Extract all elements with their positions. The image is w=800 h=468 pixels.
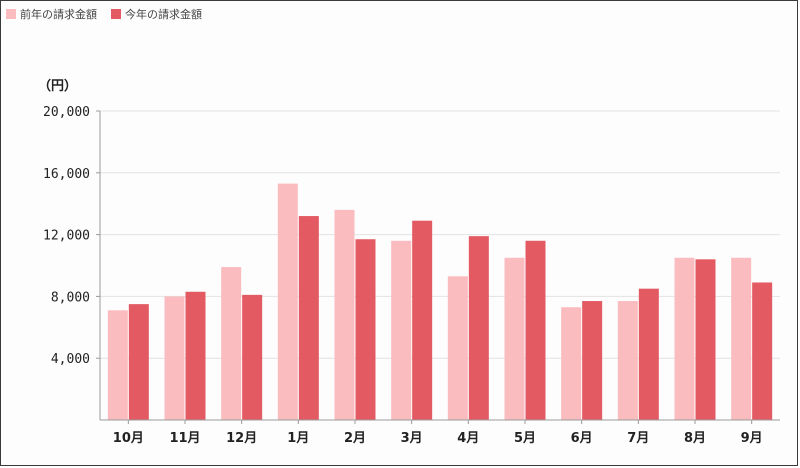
- x-tick-label: 5月: [514, 431, 536, 446]
- bar-previous-year: [561, 307, 582, 420]
- bar-current-year: [242, 294, 263, 420]
- x-tick-label: 1月: [287, 431, 309, 446]
- gridlines: [100, 110, 780, 359]
- bar-current-year: [752, 282, 773, 420]
- legend-swatch-current-year: [111, 9, 121, 19]
- legend-item-current-year: 今年の請求金額: [111, 6, 202, 22]
- x-tick-label: 11月: [169, 431, 200, 446]
- legend-item-previous-year: 前年の請求金額: [6, 6, 97, 22]
- x-tick-labels: 10月 11月 12月 1月 2月 3月 4月 5月 6月 7月 8月 9月: [113, 431, 763, 446]
- bar-previous-year: [617, 301, 638, 420]
- x-tick-label: 2月: [344, 431, 366, 446]
- x-tick-label: 3月: [401, 431, 423, 446]
- bar-previous-year: [504, 257, 525, 420]
- y-tick-label: 16,000: [43, 167, 90, 182]
- y-unit-label: （円）: [38, 78, 77, 94]
- x-tick-label: 4月: [457, 431, 479, 446]
- bar-previous-year: [107, 310, 128, 420]
- bar-current-year: [638, 288, 659, 420]
- legend: 前年の請求金額 今年の請求金額: [6, 6, 202, 22]
- bar-current-year: [298, 216, 319, 420]
- bar-current-year: [468, 236, 489, 420]
- bar-current-year: [355, 239, 376, 420]
- bar-previous-year: [164, 296, 185, 420]
- bar-previous-year: [674, 257, 695, 420]
- bar-current-year: [582, 301, 603, 420]
- y-tick-label: 20,000: [43, 105, 90, 120]
- bar-previous-year: [391, 240, 412, 420]
- bar-previous-year: [447, 276, 468, 420]
- x-tick-label: 7月: [627, 431, 649, 446]
- legend-label-previous-year: 前年の請求金額: [20, 8, 97, 21]
- bar-previous-year: [221, 267, 242, 420]
- legend-swatch-previous-year: [6, 9, 16, 19]
- y-tick-label: 12,000: [43, 229, 90, 244]
- axes: [96, 110, 780, 424]
- bar-current-year: [412, 220, 433, 420]
- x-tick-label: 9月: [741, 431, 763, 446]
- bars: [107, 183, 773, 420]
- y-tick-labels: 4,000 8,000 12,000 16,000 20,000: [43, 105, 90, 367]
- y-tick-label: 8,000: [51, 290, 90, 305]
- x-tick-label: 6月: [571, 431, 593, 446]
- bar-previous-year: [334, 209, 355, 420]
- x-tick-label: 8月: [684, 431, 706, 446]
- x-tick-label: 10月: [113, 431, 144, 446]
- y-tick-label: 4,000: [51, 352, 90, 367]
- bar-current-year: [128, 304, 149, 420]
- bar-previous-year: [277, 183, 298, 420]
- legend-label-current-year: 今年の請求金額: [125, 8, 202, 21]
- x-tick-label: 12月: [226, 431, 257, 446]
- bar-current-year: [185, 291, 206, 420]
- bar-previous-year: [731, 257, 752, 420]
- bar-current-year: [525, 240, 546, 420]
- bar-current-year: [695, 259, 716, 420]
